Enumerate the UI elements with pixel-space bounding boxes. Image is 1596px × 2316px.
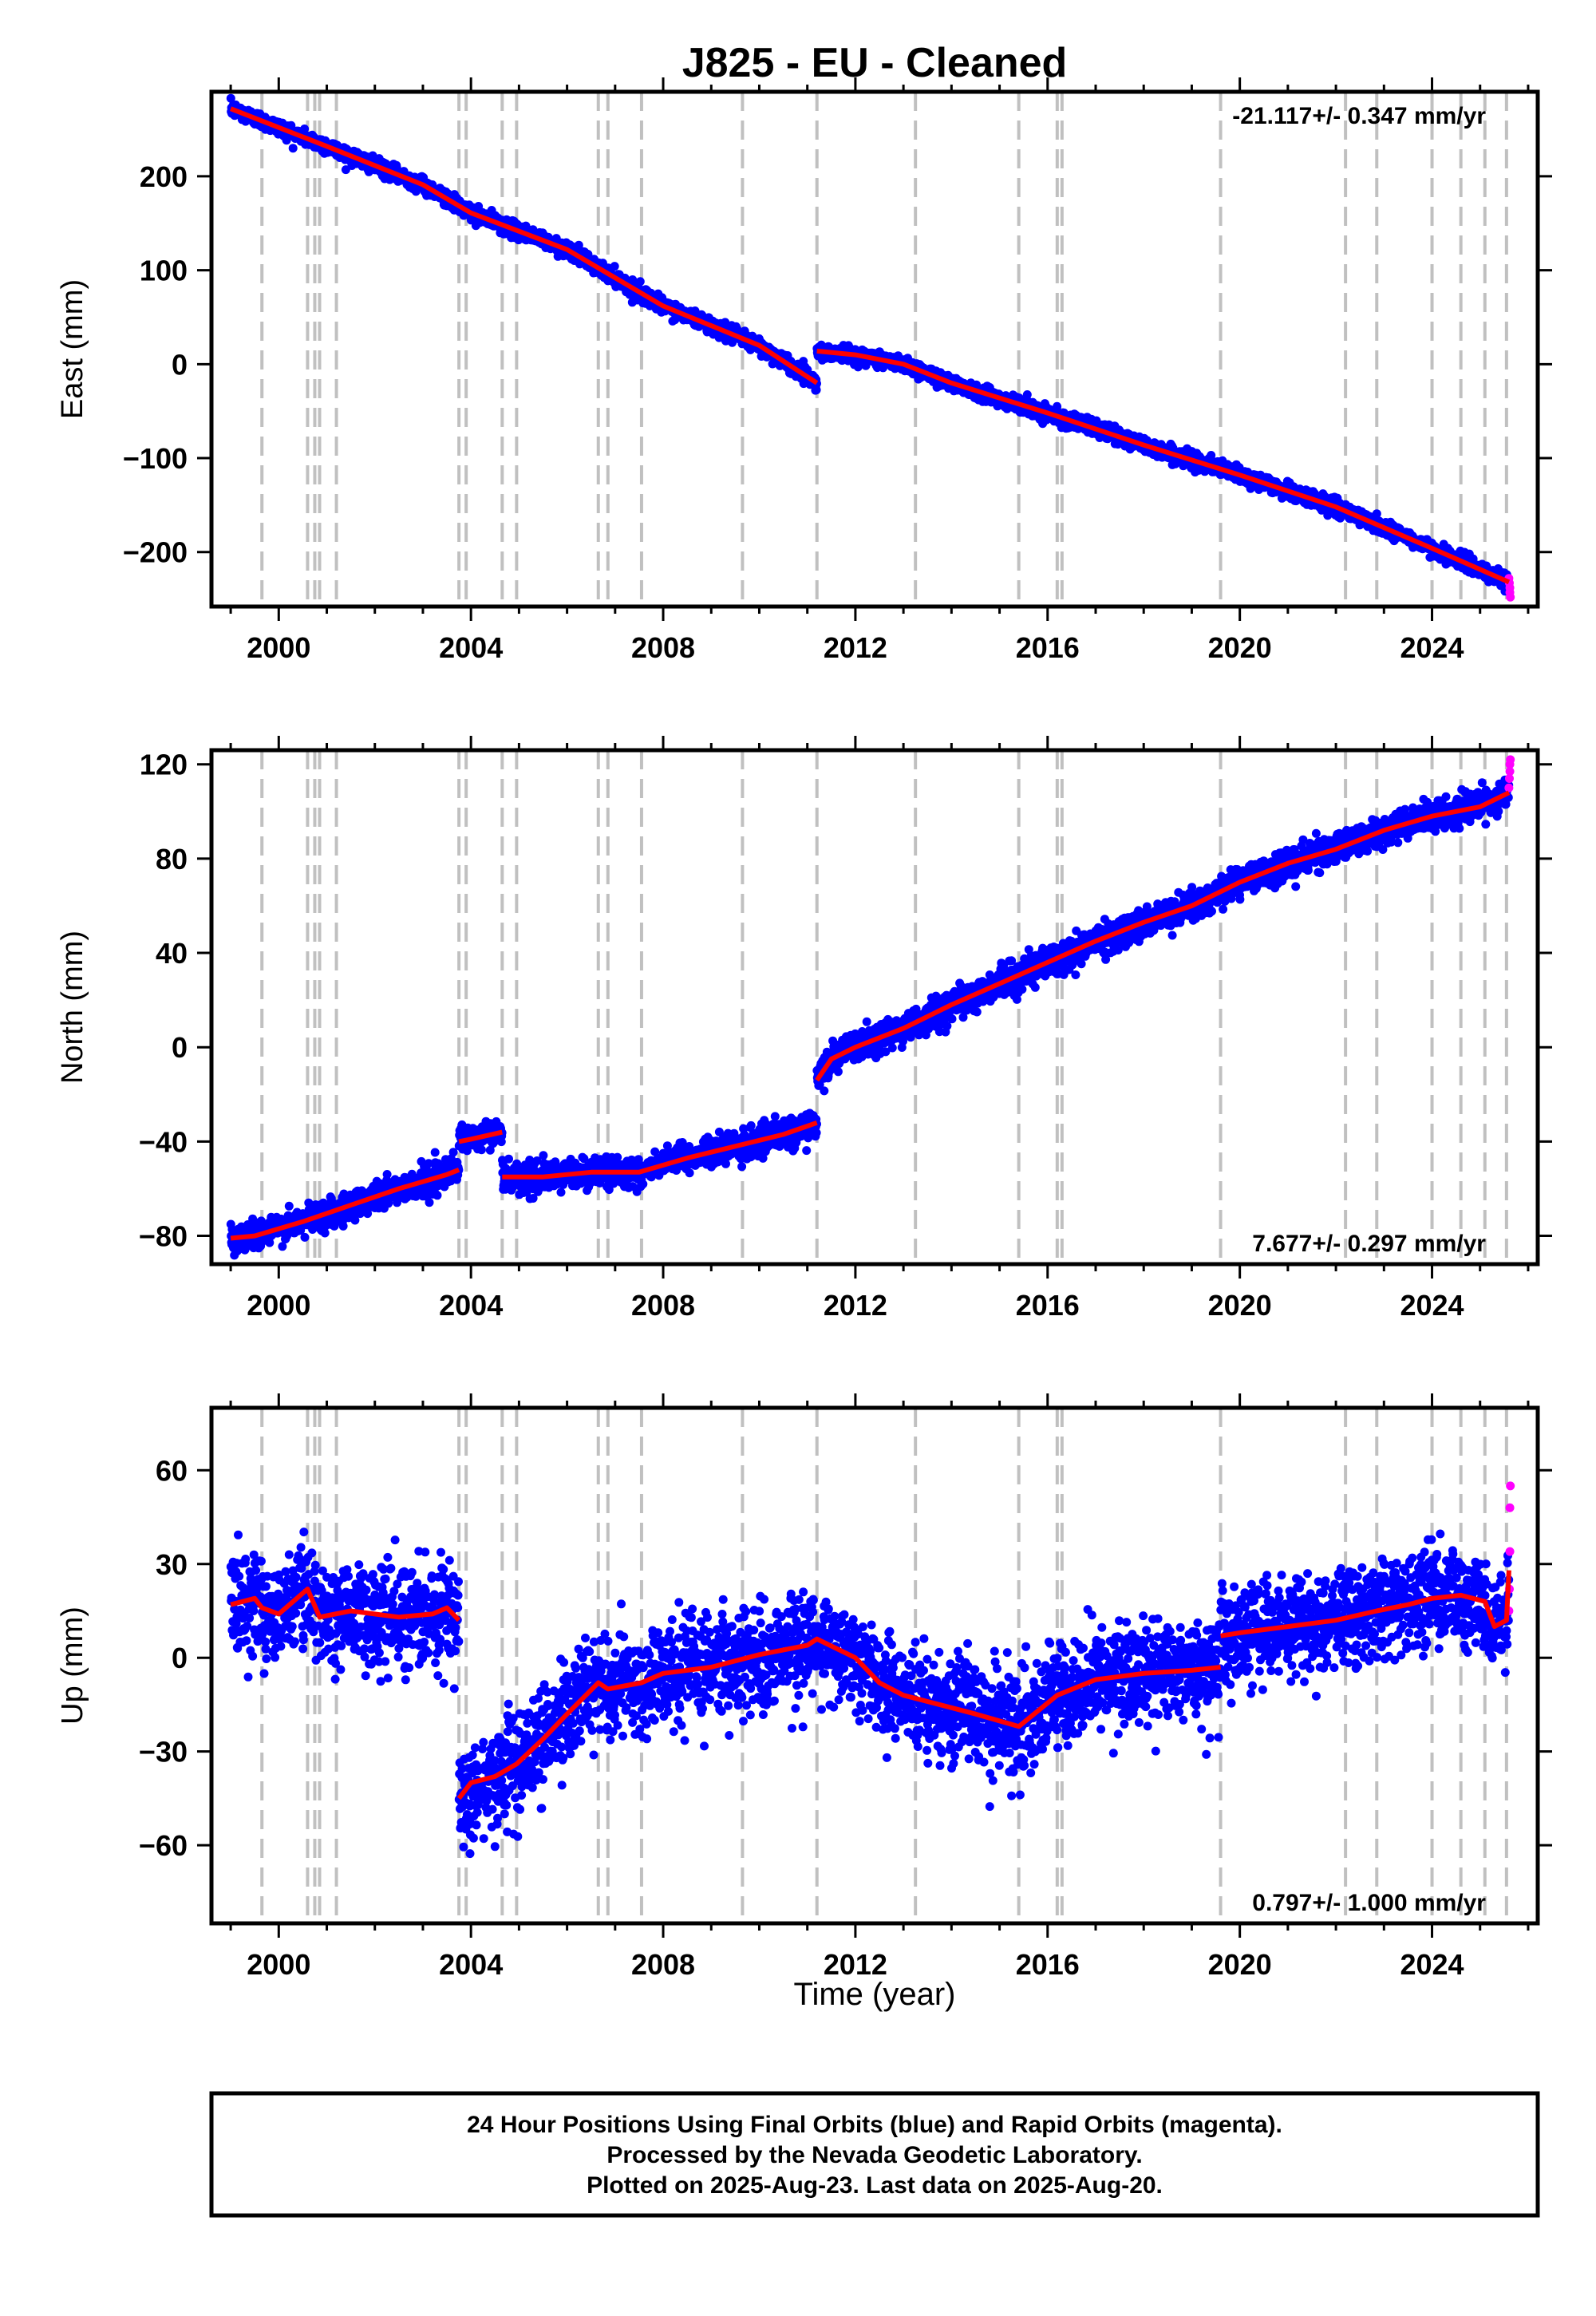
x-tick-label: 2020: [1208, 631, 1272, 664]
data-point: [476, 1145, 486, 1155]
chart-title: J825 - EU - Cleaned: [682, 40, 1068, 86]
east-event-lines: [260, 92, 1508, 607]
data-point: [610, 262, 619, 271]
data-point: [288, 144, 298, 153]
y-tick-label: 200: [140, 160, 188, 193]
y-tick-label: 100: [140, 255, 188, 287]
model-line: [816, 348, 1511, 585]
data-point: [635, 277, 645, 287]
data-point: [284, 1201, 294, 1211]
data-point: [433, 1191, 442, 1200]
x-tick-label: 2004: [439, 631, 503, 664]
east-y-axis-label: East (mm): [56, 279, 89, 419]
x-tick-label: 2008: [631, 631, 695, 664]
data-point: [425, 1198, 434, 1207]
data-point: [1022, 390, 1032, 399]
east-panel: 2000 2004 2008 2012 2016 2020 2024 −200 −100 0 100…: [56, 77, 1552, 664]
x-tick-label: 2016: [1016, 631, 1080, 664]
data-point: [430, 1148, 440, 1157]
east-scatter: [226, 93, 1515, 602]
y-tick-label: 0: [172, 348, 188, 381]
y-tick-label: −100: [123, 442, 188, 475]
x-tick-label: 2024: [1400, 631, 1464, 664]
north-panel: 2000 2004 2008 2012 2016 2020 2024−80−40040801…: [56, 736, 1552, 1322]
x-tick-label: 2012: [824, 631, 887, 664]
data-point: [382, 1170, 392, 1179]
data-point: [300, 1232, 310, 1242]
data-point: [583, 250, 593, 259]
y-tick-label: −200: [123, 536, 188, 569]
x-tick-label: 2000: [247, 631, 310, 664]
data-point: [338, 1221, 348, 1231]
data-point: [300, 124, 310, 133]
east-rate-label: -21.117+/- 0.347 mm/yr: [1232, 103, 1486, 129]
rapid-point: [1506, 592, 1515, 602]
data-point: [574, 240, 583, 250]
